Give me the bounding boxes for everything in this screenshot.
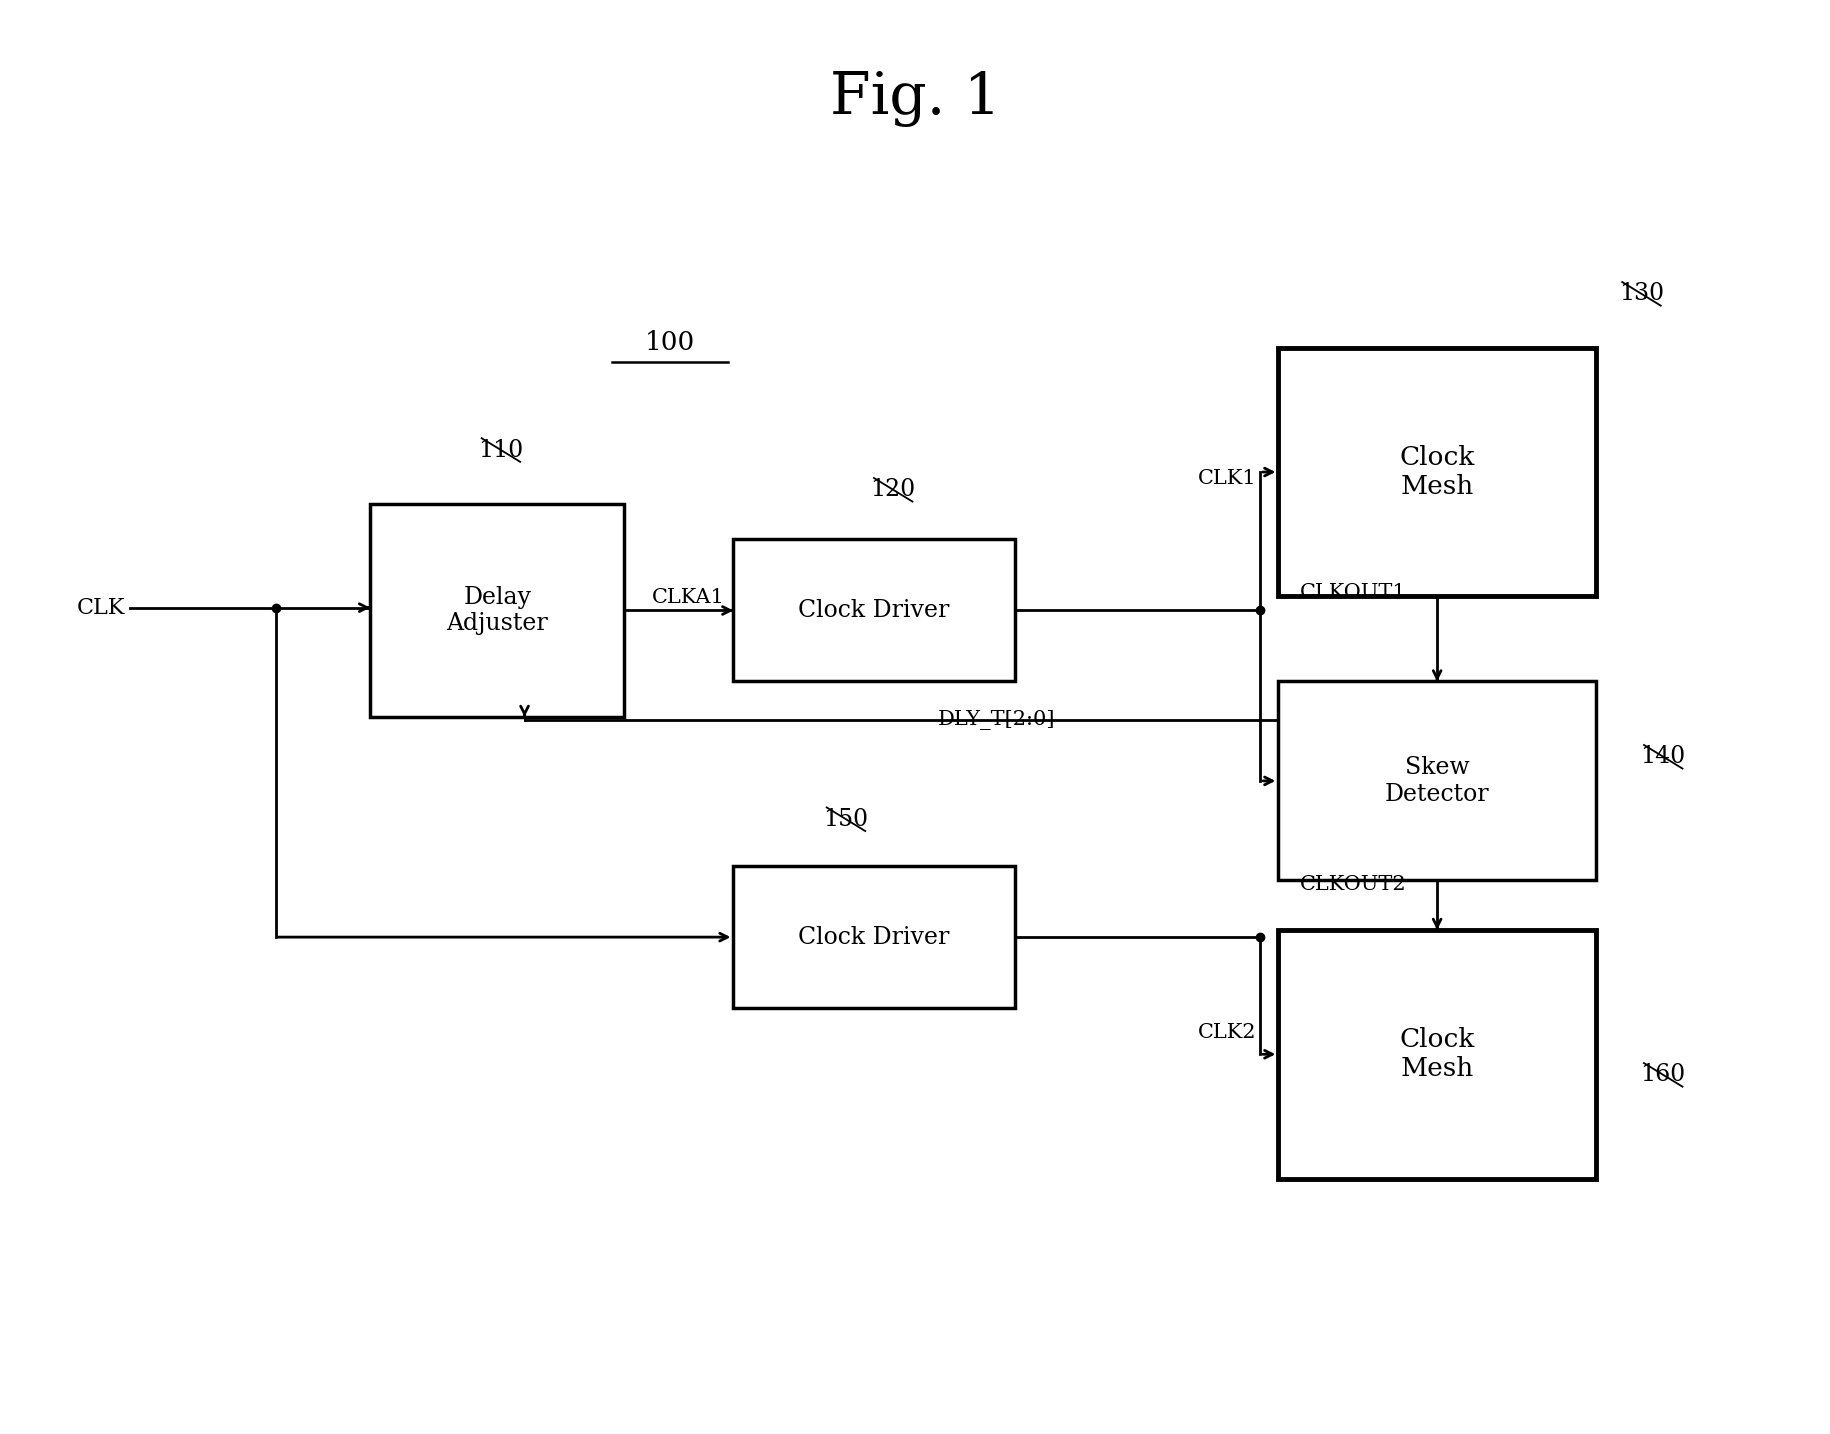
Text: 140: 140	[1642, 746, 1685, 769]
Text: 100: 100	[644, 330, 695, 354]
Bar	[370, 503, 624, 717]
Text: 130: 130	[1620, 282, 1663, 305]
Text: 150: 150	[824, 807, 869, 830]
Text: Clock
Mesh: Clock Mesh	[1400, 445, 1475, 499]
Text: Skew
Detector: Skew Detector	[1385, 756, 1490, 806]
Text: 160: 160	[1642, 1064, 1685, 1087]
Bar	[734, 539, 1016, 681]
Text: 110: 110	[478, 439, 523, 462]
Text: Clock
Mesh: Clock Mesh	[1400, 1027, 1475, 1081]
Text: Delay
Adjuster: Delay Adjuster	[447, 585, 549, 635]
Text: Fig. 1: Fig. 1	[829, 72, 1001, 128]
Bar	[1277, 681, 1596, 880]
Text: Clock Driver: Clock Driver	[798, 599, 950, 622]
Text: DLY_T[2:0]: DLY_T[2:0]	[939, 710, 1056, 730]
Text: CLK: CLK	[77, 597, 124, 618]
Text: CLKOUT1: CLKOUT1	[1299, 582, 1407, 601]
Text: CLKA1: CLKA1	[651, 588, 725, 607]
Text: CLK1: CLK1	[1199, 469, 1257, 488]
Bar	[734, 866, 1016, 1008]
Bar	[1277, 931, 1596, 1179]
Text: CLK2: CLK2	[1199, 1022, 1257, 1041]
Text: Clock Driver: Clock Driver	[798, 925, 950, 949]
Bar	[1277, 348, 1596, 597]
Text: CLKOUT2: CLKOUT2	[1299, 875, 1407, 893]
Text: 120: 120	[871, 479, 915, 502]
